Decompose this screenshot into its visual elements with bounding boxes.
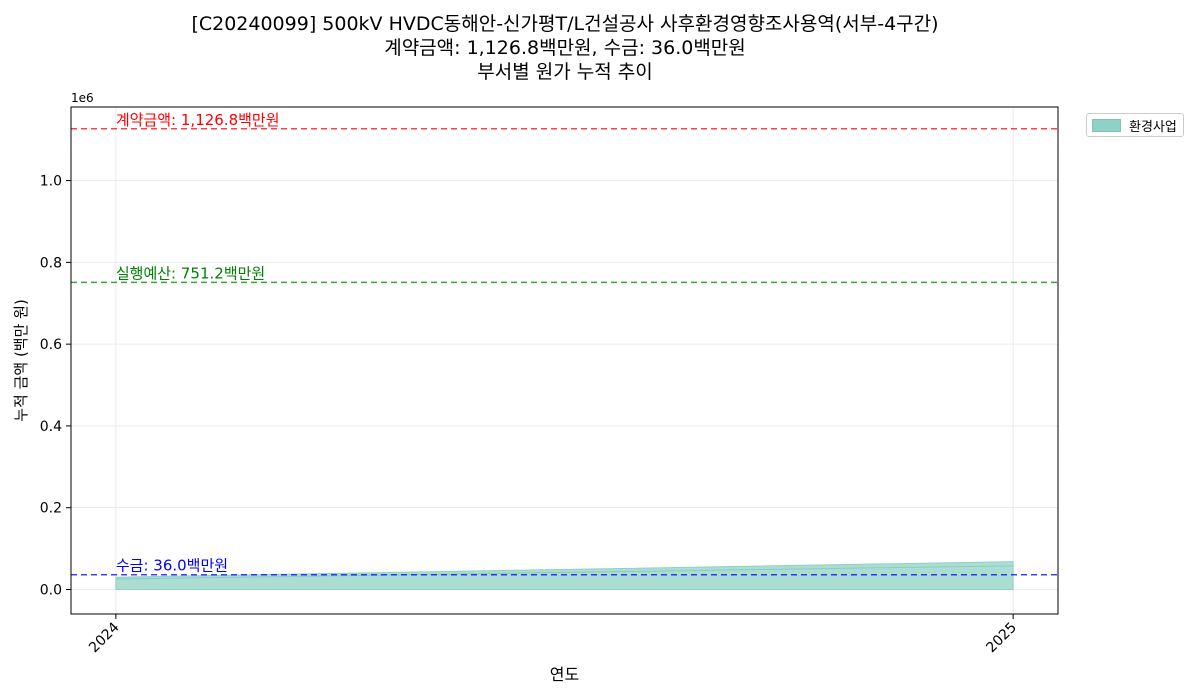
y-tick-label: 0.8 — [40, 255, 62, 271]
y-axis-label: 누적 금액 (백만 원) — [12, 299, 30, 422]
chart-title-line-2: 계약금액: 1,126.8백만원, 수금: 36.0백만원 — [384, 37, 746, 59]
legend-swatch — [1092, 118, 1121, 132]
chart-title-line-1: [C20240099] 500kV HVDC동해안-신가평T/L건설공사 사후환… — [191, 13, 939, 35]
reference-label-2: 수금: 36.0백만원 — [116, 557, 228, 575]
area-series-band — [115, 565, 1014, 580]
legend-label: 환경사업 — [1129, 119, 1177, 135]
chart-legend: 환경사업 — [1086, 113, 1184, 137]
y-tick-label: 1.0 — [40, 174, 62, 190]
x-tick-label: 2024 — [86, 619, 123, 656]
area-series-0 — [115, 561, 1014, 590]
y-tick-label: 0.6 — [40, 337, 62, 353]
x-tick-label: 2025 — [983, 620, 1020, 657]
y-tick-label: 0.4 — [40, 419, 62, 435]
y-tick-label: 0.0 — [40, 582, 62, 598]
reference-label-0: 계약금액: 1,126.8백만원 — [116, 111, 280, 129]
x-axis-label: 연도 — [550, 665, 579, 684]
y-scale-label: 1e6 — [71, 91, 94, 105]
reference-label-1: 실행예산: 751.2백만원 — [116, 264, 265, 282]
y-tick-label: 0.2 — [40, 501, 62, 517]
plot-frame — [70, 106, 1059, 615]
chart-title-line-3: 부서별 원가 누적 추이 — [477, 61, 653, 83]
